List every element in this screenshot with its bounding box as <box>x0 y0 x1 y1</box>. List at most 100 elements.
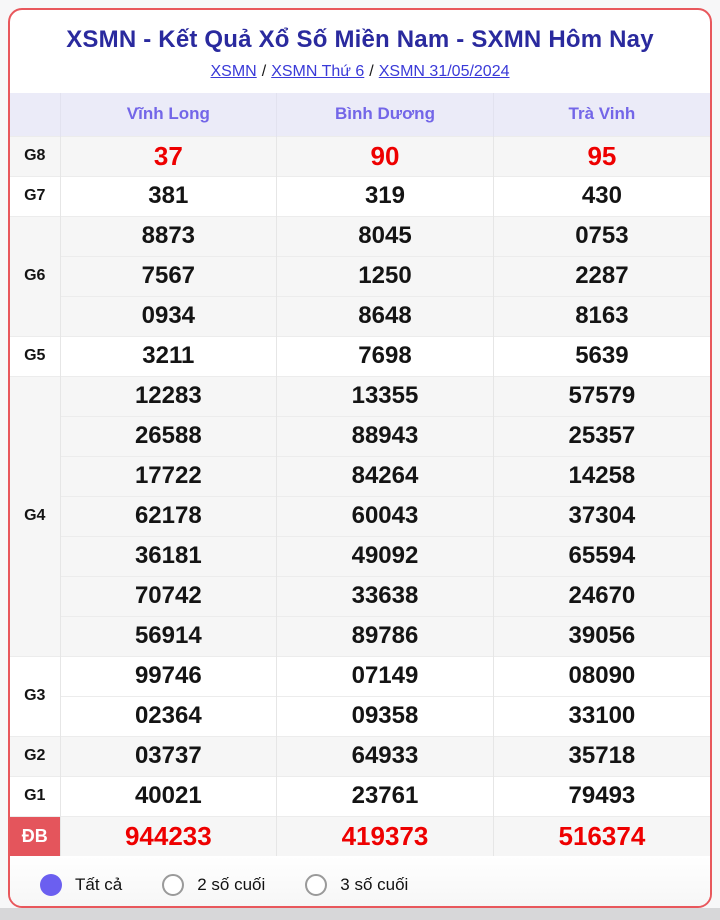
result-number: 70742 <box>59 575 277 616</box>
table-row: G2 03737 64933 35718 <box>10 735 710 776</box>
prize-label-G1: G1 <box>10 775 60 816</box>
column-header-tra-vinh: Trà Vinh <box>492 93 710 136</box>
table-row: 56914 89786 39056 <box>10 615 710 656</box>
result-number: 26588 <box>59 415 277 456</box>
table-row: 26588 88943 25357 <box>10 415 710 456</box>
filter-option-last-2-digits[interactable]: 2 số cuối <box>162 874 265 896</box>
result-number: 430 <box>492 175 710 216</box>
result-number: 35718 <box>492 735 710 776</box>
result-number: 90 <box>276 135 494 176</box>
result-number: 88943 <box>276 415 494 456</box>
prize-label-G3: G3 <box>10 655 60 736</box>
result-number: 7698 <box>276 335 494 376</box>
result-number: 944233 <box>59 815 277 856</box>
result-number: 64933 <box>276 735 494 776</box>
result-number: 24670 <box>492 575 710 616</box>
result-number: 89786 <box>276 615 494 656</box>
result-number: 0934 <box>59 295 277 336</box>
results-table: Vĩnh Long Bình Dương Trà Vinh G8 37 90 95 G7… <box>10 93 710 856</box>
table-row: 7567 1250 2287 <box>10 255 710 296</box>
result-number: 60043 <box>276 495 494 536</box>
result-number: 07149 <box>276 655 494 696</box>
filter-bar: Tất cả 2 số cuối 3 số cuối <box>10 856 710 906</box>
results-table-header: Vĩnh Long Bình Dương Trà Vinh <box>10 93 710 136</box>
result-number: 0753 <box>492 215 710 256</box>
filter-label: 3 số cuối <box>340 875 409 894</box>
table-row: 36181 49092 65594 <box>10 535 710 576</box>
table-row: G7 381 319 430 <box>10 175 710 216</box>
breadcrumb-separator: / <box>369 63 374 80</box>
result-number: 8648 <box>276 295 494 336</box>
page-background-strip <box>0 908 720 920</box>
result-number: 14258 <box>492 455 710 496</box>
breadcrumb-link-xsmn-date[interactable]: XSMN 31/05/2024 <box>378 63 510 80</box>
filter-label: 2 số cuối <box>197 875 266 894</box>
table-row: ĐB 944233 419373 516374 <box>10 815 710 856</box>
table-row: 02364 09358 33100 <box>10 695 710 736</box>
result-number: 3211 <box>59 335 277 376</box>
result-number: 1250 <box>276 255 494 296</box>
result-number: 2287 <box>492 255 710 296</box>
result-number: 13355 <box>276 375 494 416</box>
result-number: 516374 <box>492 815 710 856</box>
result-number: 49092 <box>276 535 494 576</box>
lottery-results-card: XSMN - Kết Quả Xổ Số Miền Nam - SXMN Hôm… <box>8 8 712 908</box>
table-row: G8 37 90 95 <box>10 135 710 176</box>
result-number: 8045 <box>276 215 494 256</box>
result-number: 8163 <box>492 295 710 336</box>
result-number: 09358 <box>276 695 494 736</box>
prize-label-ĐB: ĐB <box>10 815 60 856</box>
table-row: G5 3211 7698 5639 <box>10 335 710 376</box>
result-number: 33100 <box>492 695 710 736</box>
table-row: G1 40021 23761 79493 <box>10 775 710 816</box>
prize-label-G8: G8 <box>10 135 60 176</box>
result-number: 95 <box>492 135 710 176</box>
table-row: 0934 8648 8163 <box>10 295 710 336</box>
result-number: 381 <box>59 175 277 216</box>
radio-unselected-icon[interactable] <box>305 874 328 896</box>
result-number: 62178 <box>59 495 277 536</box>
result-number: 65594 <box>492 535 710 576</box>
column-header-row: Vĩnh Long Bình Dương Trà Vinh <box>10 93 710 136</box>
prize-label-G2: G2 <box>10 735 60 776</box>
result-number: 37 <box>59 135 277 176</box>
result-number: 7567 <box>59 255 277 296</box>
result-number: 319 <box>276 175 494 216</box>
table-row: G4 12283 13355 57579 <box>10 375 710 656</box>
result-number: 36181 <box>59 535 277 576</box>
result-number: 8873 <box>59 215 277 256</box>
result-number: 02364 <box>59 695 277 736</box>
result-number: 03737 <box>59 735 277 776</box>
page-title: XSMN - Kết Quả Xổ Số Miền Nam - SXMN Hôm… <box>66 26 654 53</box>
result-number: 99746 <box>59 655 277 696</box>
prize-label-G5: G5 <box>10 335 60 376</box>
result-number: 79493 <box>492 775 710 816</box>
prize-label-G4: G4 <box>10 375 60 656</box>
radio-selected-icon[interactable] <box>40 874 62 896</box>
radio-unselected-icon[interactable] <box>162 874 185 896</box>
filter-label: Tất cả <box>75 875 123 894</box>
filter-option-last-3-digits[interactable]: 3 số cuối <box>305 874 408 896</box>
breadcrumb-separator: / <box>261 63 267 80</box>
table-row: 17722 84264 14258 <box>10 455 710 496</box>
result-number: 56914 <box>59 615 277 656</box>
breadcrumb-link-xsmn-thu-6[interactable]: XSMN Thứ 6 <box>271 63 365 80</box>
prize-label-G6: G6 <box>10 215 60 336</box>
column-header-empty <box>10 93 60 136</box>
column-header-binh-duong: Bình Dương <box>276 93 494 136</box>
table-row: G6 8873 8045 0753 <box>10 215 710 336</box>
result-number: 23761 <box>276 775 494 816</box>
result-number: 25357 <box>492 415 710 456</box>
result-number: 37304 <box>492 495 710 536</box>
table-row: 62178 60043 37304 <box>10 495 710 536</box>
result-number: 17722 <box>59 455 277 496</box>
result-number: 08090 <box>492 655 710 696</box>
result-number: 57579 <box>492 375 710 416</box>
result-number: 40021 <box>59 775 277 816</box>
breadcrumb-link-xsmn[interactable]: XSMN <box>210 63 257 80</box>
prize-label-G7: G7 <box>10 175 60 216</box>
filter-option-all[interactable]: Tất cả <box>40 874 122 896</box>
breadcrumb: XSMN / XSMN Thứ 6/XSMN 31/05/2024 <box>10 63 710 81</box>
table-row: G3 99746 07149 08090 <box>10 655 710 736</box>
result-number: 419373 <box>276 815 494 856</box>
